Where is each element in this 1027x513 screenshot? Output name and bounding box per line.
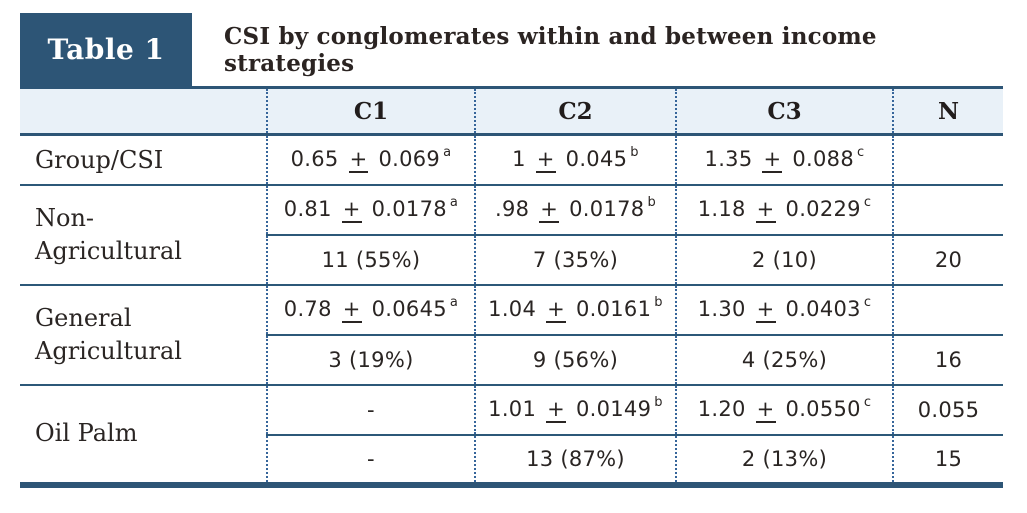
row-group-oil-palm: Oil Palm -1.01 + 0.0149 b 1.20 + 0.0550 c 0.0… [20,383,1003,485]
header-row: C1 C2 C3 N [20,87,1003,136]
plus-minus-sign: + [762,146,783,173]
value-cell: 0.81 + 0.0178 a [266,183,475,236]
value-cell: 1.35 + 0.088 c [675,133,893,185]
value-cell: 1.20 + 0.0550 c [675,383,893,436]
row-label-group-csi: Group/CSI [20,133,267,185]
row-label-oil-palm: Oil Palm [20,383,267,485]
significance-letter: b [630,144,639,160]
value-cell [892,183,1003,236]
table-row: Oil Palm -1.01 + 0.0149 b 1.20 + 0.0550 c 0.0… [20,383,1003,485]
significance-letter: a [443,144,452,160]
plus-minus-sign: + [755,396,776,423]
column-header-c2: C2 [474,87,676,136]
value-cell: 11 (55%) [266,234,475,285]
table-row: 11 (55%) 7 (35%) 2 (10) 20 [20,234,1003,285]
plus-minus-sign: + [755,196,776,223]
value-cell: 4 (25%) [675,334,893,385]
value-cell: 16 [892,334,1003,385]
value-cell: 9 (56%) [474,334,676,385]
value-cell: 13 (87%) [474,434,676,485]
value-cell: 2 (13%) [675,434,893,485]
plus-minus-sign: + [546,396,566,423]
column-header-c3: C3 [675,87,893,136]
corner-cell [20,87,267,136]
table-row: 3 (19%) 9 (56%) 4 (25%) 16 [20,334,1003,385]
value-cell: 0.055 [892,383,1003,436]
significance-letter: c [863,394,872,410]
plus-minus-sign: + [546,296,566,323]
table-number-badge: Table 1 [20,13,192,86]
plus-minus-sign: + [348,146,369,173]
value-cell: 1.18 + 0.0229 c [675,183,893,236]
table-head: C1 C2 C3 N [20,87,1003,136]
significance-letter: b [647,194,656,210]
table-row: Non-Agricultural 0.81 + 0.0178 a .98 + 0.01… [20,183,1003,285]
value-cell: .98 + 0.0178 b [474,183,676,236]
value-cell [892,283,1003,336]
value-cell: - [266,434,475,485]
significance-letter: b [654,394,663,410]
significance-letter: c [863,194,872,210]
table-number-label: Table 1 [47,33,165,66]
plus-minus-sign: + [535,146,556,173]
csi-table: C1 C2 C3 N Group/CSI 0.65 + 0.069 a 1 + 0.045 b… [20,86,1003,488]
plus-minus-sign: + [539,196,560,223]
value-cell: 1 + 0.045 b [474,133,676,185]
value-cell: - [266,383,475,436]
significance-letter: a [449,194,459,210]
significance-letter: c [863,294,872,310]
table-row: General Agricultural 0.78 + 0.0645 a 1.04 +… [20,283,1003,385]
row-label-non-agricultural: Non-Agricultural [20,183,267,285]
value-cell: 1.30 + 0.0403 c [675,283,893,336]
row-label-general-agricultural: General Agricultural [20,283,267,385]
value-cell: 0.78 + 0.0645 a [266,283,475,336]
value-cell: 15 [892,434,1003,485]
row-group-group-csi: Group/CSI 0.65 + 0.069 a 1 + 0.045 b 1.35 + 0… [20,133,1003,185]
figure-header: Table 1 CSI by conglomerates within and … [0,0,1027,86]
row-group-non-agricultural: Non-Agricultural 0.81 + 0.0178 a .98 + 0.01… [20,183,1003,285]
significance-letter: b [654,294,663,310]
value-cell: 20 [892,234,1003,285]
value-cell: 1.04 + 0.0161 b [474,283,676,336]
value-cell: 1.01 + 0.0149 b [474,383,676,436]
value-cell: 3 (19%) [266,334,475,385]
plus-minus-sign: + [341,296,362,323]
significance-letter: a [449,294,459,310]
value-cell [892,133,1003,185]
value-cell: 7 (35%) [474,234,676,285]
plus-minus-sign: + [341,196,362,223]
value-cell: 2 (10) [675,234,893,285]
table-caption: CSI by conglomerates within and between … [224,22,877,77]
plus-minus-sign: + [755,296,776,323]
table-row: -13 (87%) 2 (13%) 15 [20,434,1003,485]
row-group-general-agricultural: General Agricultural 0.78 + 0.0645 a 1.04 +… [20,283,1003,385]
significance-letter: c [857,144,865,160]
column-header-c1: C1 [266,87,475,136]
value-cell: 0.65 + 0.069 a [266,133,475,185]
column-header-n: N [892,87,1003,136]
table-row: Group/CSI 0.65 + 0.069 a 1 + 0.045 b 1.35 + 0… [20,133,1003,185]
